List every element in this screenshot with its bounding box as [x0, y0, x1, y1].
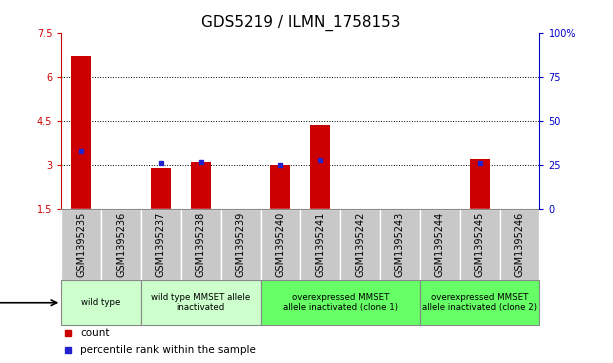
Text: GSM1395246: GSM1395246 — [514, 212, 525, 277]
Text: GSM1395243: GSM1395243 — [395, 212, 405, 277]
Bar — [151, 168, 171, 209]
Text: GSM1395238: GSM1395238 — [196, 212, 206, 277]
Text: wild type MMSET allele
inactivated: wild type MMSET allele inactivated — [151, 293, 250, 313]
Bar — [141, 209, 181, 280]
Title: GDS5219 / ILMN_1758153: GDS5219 / ILMN_1758153 — [200, 15, 400, 31]
Bar — [261, 280, 420, 326]
Bar — [141, 280, 261, 326]
Text: GSM1395237: GSM1395237 — [156, 212, 166, 277]
Text: GSM1395239: GSM1395239 — [235, 212, 246, 277]
Text: GSM1395235: GSM1395235 — [76, 212, 86, 277]
Bar — [261, 209, 300, 280]
Bar — [420, 280, 539, 326]
Text: GSM1395240: GSM1395240 — [275, 212, 286, 277]
Bar — [221, 209, 261, 280]
Bar — [61, 209, 101, 280]
Text: GSM1395242: GSM1395242 — [355, 212, 365, 277]
Text: GSM1395245: GSM1395245 — [474, 212, 485, 277]
Bar — [460, 209, 500, 280]
Text: wild type: wild type — [82, 298, 121, 307]
Bar — [191, 162, 211, 209]
Bar — [181, 209, 221, 280]
Bar — [71, 56, 91, 209]
Bar — [101, 209, 141, 280]
Text: GSM1395244: GSM1395244 — [435, 212, 445, 277]
Bar — [300, 209, 340, 280]
Bar — [420, 209, 460, 280]
Bar — [500, 209, 539, 280]
Text: overexpressed MMSET
allele inactivated (clone 2): overexpressed MMSET allele inactivated (… — [422, 293, 537, 313]
Text: count: count — [80, 328, 110, 338]
Bar — [310, 126, 330, 209]
Text: GSM1395236: GSM1395236 — [116, 212, 126, 277]
Text: overexpressed MMSET
allele inactivated (clone 1): overexpressed MMSET allele inactivated (… — [283, 293, 398, 313]
Bar — [270, 165, 291, 209]
Text: GSM1395241: GSM1395241 — [315, 212, 326, 277]
Bar — [470, 159, 490, 209]
Text: percentile rank within the sample: percentile rank within the sample — [80, 345, 256, 355]
Bar — [380, 209, 420, 280]
Bar — [61, 280, 141, 326]
Bar — [340, 209, 380, 280]
